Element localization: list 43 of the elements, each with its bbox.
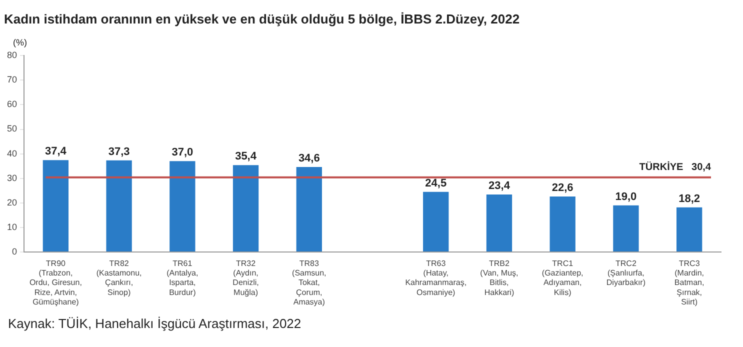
y-tick-label: 60 [6, 99, 18, 110]
y-tick-label: 50 [6, 124, 18, 134]
y-tick-label: 70 [6, 74, 18, 85]
bar [170, 161, 196, 252]
bar [106, 160, 132, 252]
y-axis-title: (%) [13, 38, 28, 48]
bar [486, 194, 512, 252]
bar [42, 160, 69, 252]
data-label: 34,6 [298, 152, 320, 165]
x-tick-label: TRB2 (Van, Muş, Bitlis, Hakkari) [480, 259, 518, 297]
bar [613, 205, 639, 252]
data-label: 24,5 [425, 177, 447, 190]
y-tick-label: 20 [6, 197, 18, 208]
bar [232, 165, 259, 252]
data-label: 23,4 [488, 180, 511, 192]
y-tick-label: 80 [6, 50, 18, 60]
bar [550, 196, 576, 252]
bar [423, 192, 449, 252]
x-tick-label: TR63 (Hatay, Kahramanmaraş, Osmaniye) [405, 259, 467, 297]
data-label: 22,6 [552, 182, 574, 194]
bar [296, 167, 322, 252]
chart-title: Kadın istihdam oranının en yüksek ve en düşük olduğu 5 bölge, İBBS 2.Düzey, 2022 [4, 11, 520, 26]
data-label: 37,4 [44, 146, 68, 158]
ref-line-label: TÜRKİYE 30,4 [639, 161, 712, 174]
x-tick-label: TR61 (Antalya, Isparta, Burdur) [166, 259, 198, 297]
x-tick-label: TRC1 (Gaziantep, Adıyaman, Kilis) [542, 259, 584, 297]
data-label: 35,4 [235, 150, 258, 163]
data-label: 18,2 [678, 192, 700, 205]
x-tick-label: TRC3 (Mardin, Batman, Şırnak, Siirt) [674, 259, 704, 306]
data-label: 37,3 [108, 146, 130, 158]
y-tick-label: 40 [6, 148, 18, 158]
y-tick-label: 30 [6, 172, 18, 183]
data-label: 19,0 [615, 190, 637, 203]
bar [676, 207, 702, 252]
x-tick-label: TRC2 (Şanlıurfa, Diyarbakır) [606, 259, 646, 288]
text: Kaynak: TÜİK, Hanehalkı İşgücü Araştırması, 2022 [8, 316, 302, 331]
y-tick-label: 0 [12, 246, 18, 256]
x-tick-label: TR83 (Samsun, Tokat, Çorum, Amasya) [292, 259, 326, 306]
y-tick-label: 10 [6, 222, 18, 232]
data-label: 37,0 [172, 146, 194, 159]
x-tick-label: TR32 (Aydın, Denizli, Muğla) [232, 259, 259, 297]
x-tick-label: TR82 (Kastamonu, Çankırı, Sinop) [96, 259, 142, 297]
x-tick-label: TR90 (Trabzon, Ordu, Giresun, Rize, Artvin, Gümüşhane) [29, 259, 82, 306]
